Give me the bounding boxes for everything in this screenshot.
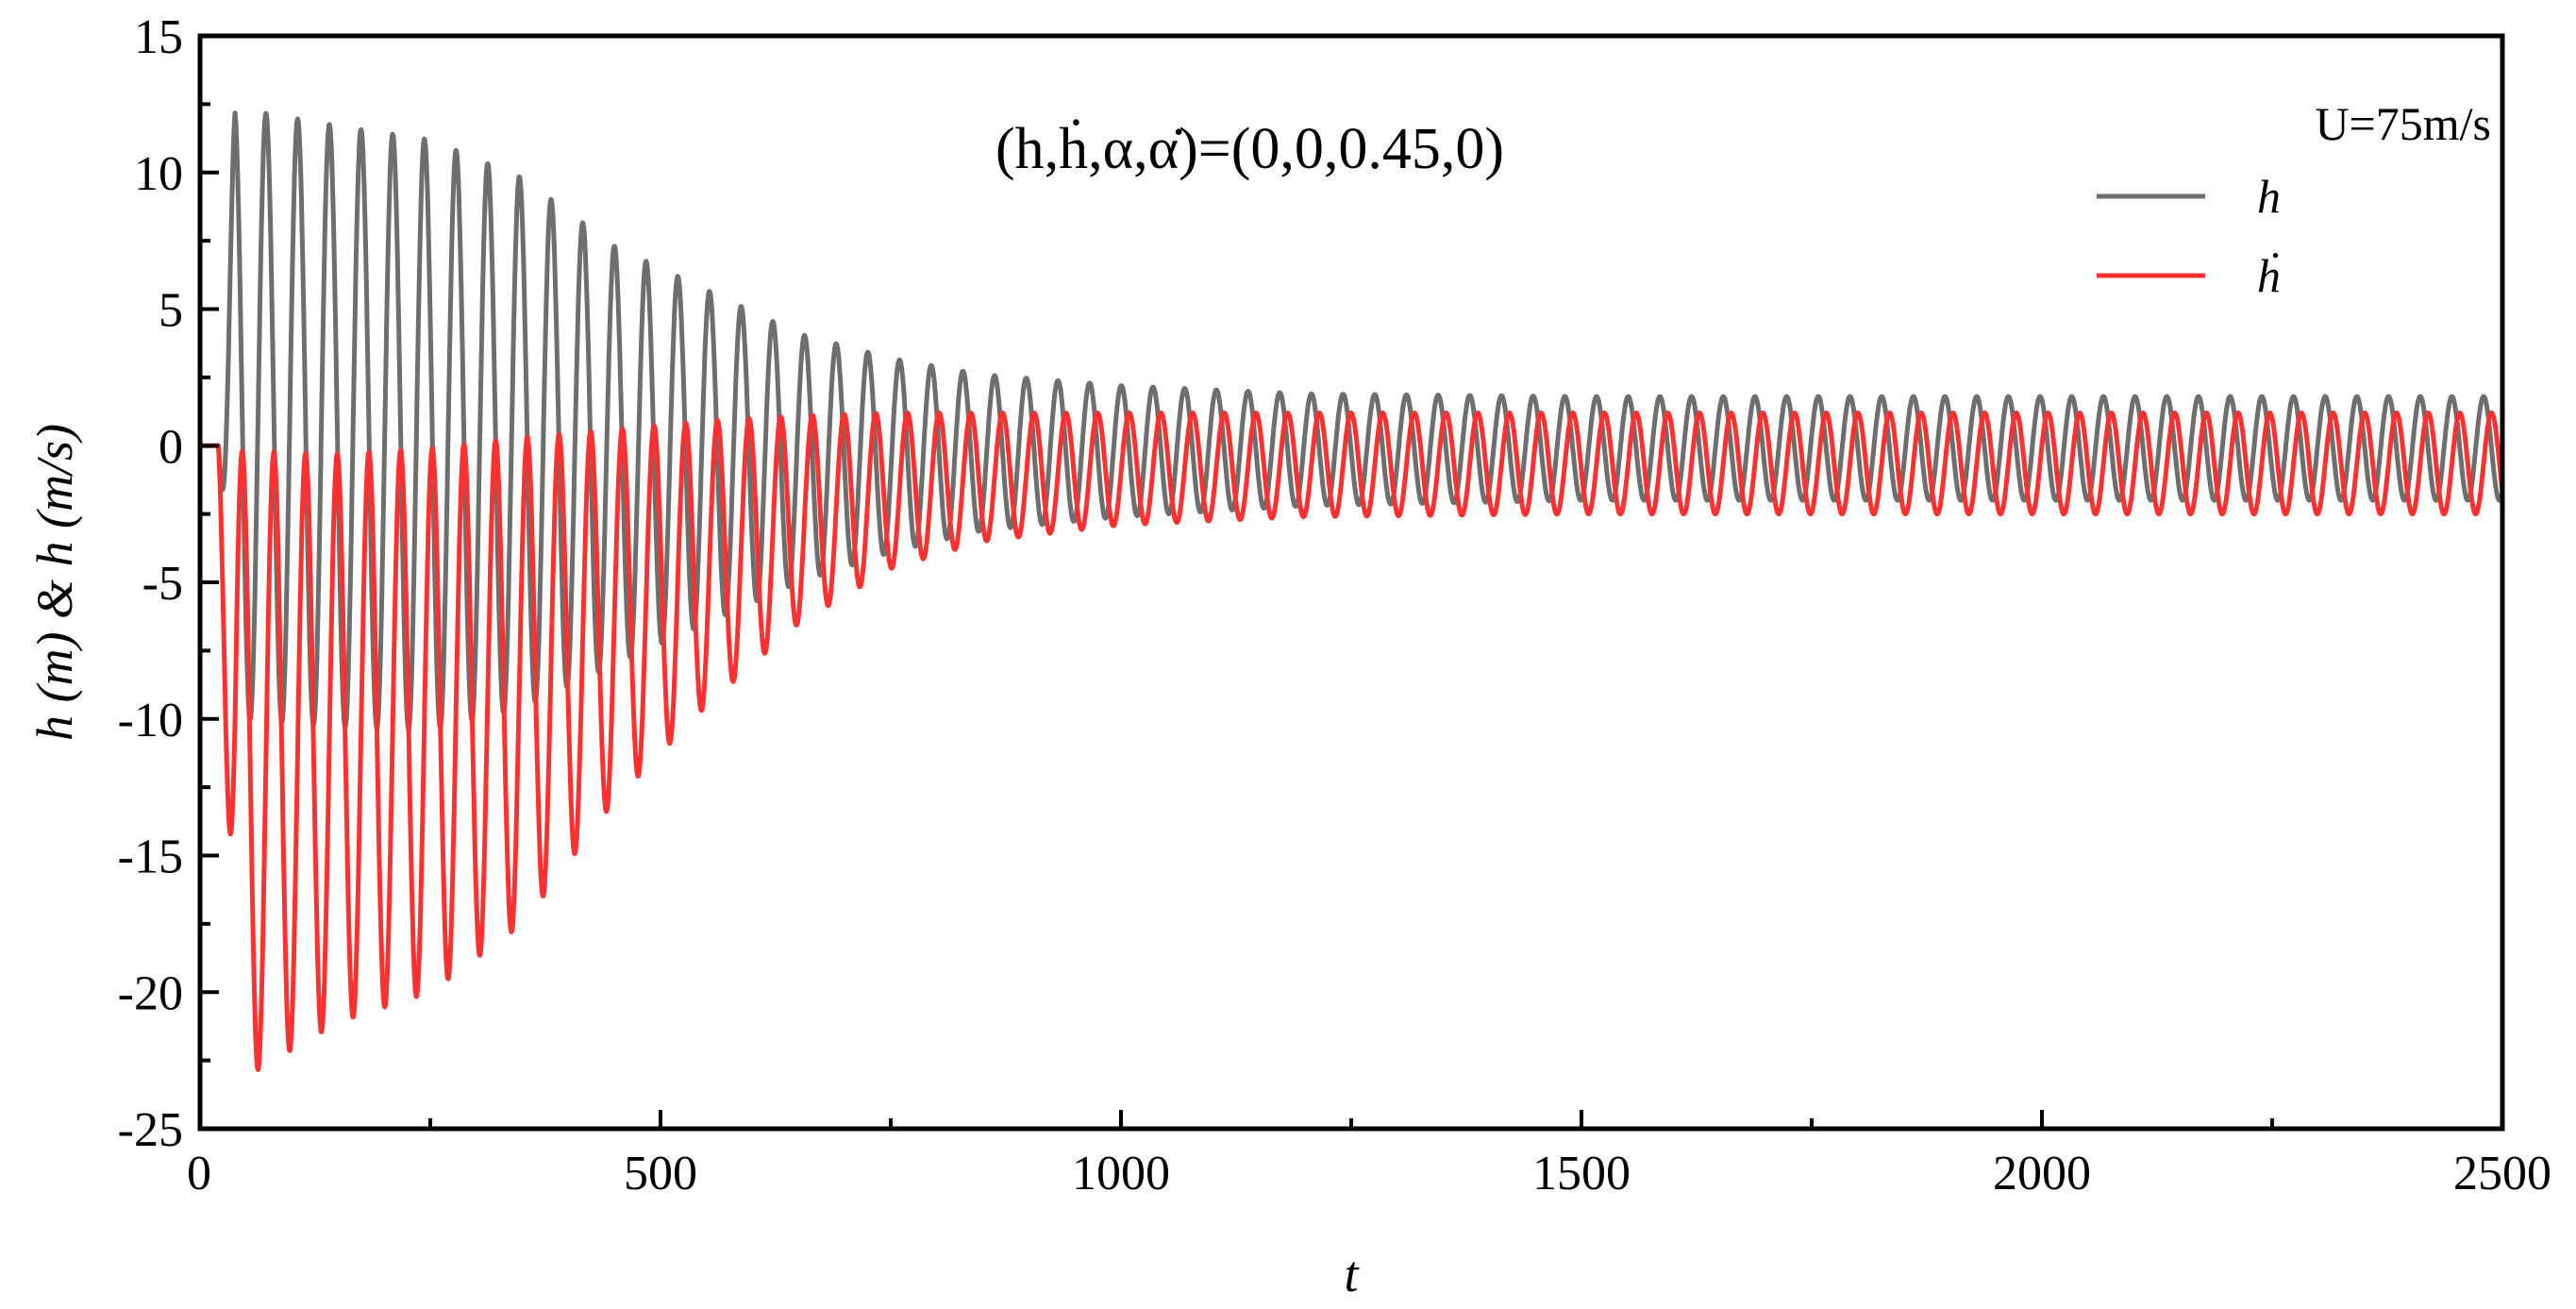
y-axis-title-text: h (m) & h (m/s) <box>26 424 83 741</box>
legend-title: U=75m/s <box>2315 97 2491 150</box>
x-tick-label: 2000 <box>1993 1147 2091 1200</box>
y-axis-title: h (m) & h (m/s) <box>26 424 83 741</box>
x-tick-label: 1500 <box>1532 1147 1631 1200</box>
series-line-h <box>200 110 2502 732</box>
legend: U=75m/s h ḣ <box>2097 97 2491 302</box>
legend-label-h: h <box>2257 170 2281 223</box>
y-axis: 15 10 5 0 -5 -10 -15 -20 -25 <box>118 10 219 1157</box>
y-tick-label: -20 <box>118 966 183 1020</box>
y-tick-label: 0 <box>159 420 183 474</box>
y-tick-label: -15 <box>118 831 183 884</box>
initial-condition-annotation: (h,ḣ,α,α̇)=(0,0,0.45,0) <box>995 117 1504 181</box>
y-tick-label: 15 <box>134 10 183 64</box>
x-tick-label: 500 <box>624 1147 697 1200</box>
y-tick-label: -25 <box>118 1103 183 1157</box>
series-line-hdot <box>200 411 2502 1072</box>
x-tick-label: 2500 <box>2453 1147 2551 1200</box>
x-tick-label: 0 <box>187 1147 211 1200</box>
y-tick-label: 10 <box>134 147 183 201</box>
plot-frame <box>197 33 2505 1132</box>
series-layer <box>200 110 2502 1072</box>
x-axis: 0 500 1000 1500 2000 2500 <box>187 1110 2551 1200</box>
svg-text:h (m) & h (m/s): h (m) & h (m/s) <box>26 424 83 741</box>
legend-label-hdot: ḣ <box>2257 249 2281 302</box>
x-tick-label: 1000 <box>1072 1147 1170 1200</box>
y-tick-label: 5 <box>159 284 183 338</box>
y-tick-label: -10 <box>118 694 183 747</box>
x-axis-title: t <box>1344 1246 1360 1302</box>
y-tick-label: -5 <box>142 557 183 611</box>
